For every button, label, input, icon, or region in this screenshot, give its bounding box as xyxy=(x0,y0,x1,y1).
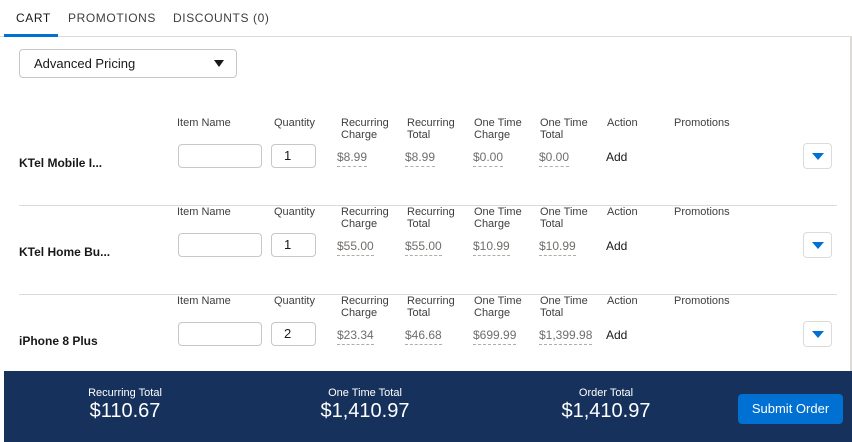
product-name[interactable]: KTel Mobile I... xyxy=(19,156,103,170)
item-name-input[interactable] xyxy=(178,322,262,346)
panel-border xyxy=(850,37,852,371)
quantity-input[interactable]: 1 xyxy=(271,144,316,168)
recurring-total-value[interactable]: $55.00 xyxy=(405,239,442,256)
chevron-down-icon xyxy=(812,242,824,249)
recurring-charge-value[interactable]: $23.34 xyxy=(337,328,374,345)
row-menu-button[interactable] xyxy=(803,232,832,258)
pricing-select[interactable]: Advanced Pricing xyxy=(19,49,237,78)
header-recurring-charge: Recurring Charge xyxy=(341,295,389,319)
recurring-total-value[interactable]: $46.68 xyxy=(405,328,442,345)
quantity-input[interactable]: 2 xyxy=(271,322,316,346)
order-total-amount: $1,410.97 xyxy=(561,400,651,422)
recurring-total-amount: $110.67 xyxy=(89,400,161,422)
header-recurring-charge: Recurring Charge xyxy=(341,117,389,141)
recurring-total-label: Recurring Total xyxy=(88,387,162,399)
item-name-input[interactable] xyxy=(178,144,262,168)
order-total-label: Order Total xyxy=(578,387,634,399)
header-item-name: Item Name xyxy=(177,117,231,129)
row-divider xyxy=(19,205,837,206)
tab-bar: CART PROMOTIONS DISCOUNTS (0) xyxy=(0,0,852,37)
header-action: Action xyxy=(607,206,638,218)
one-time-charge-value[interactable]: $10.99 xyxy=(473,239,510,256)
item-name-input[interactable] xyxy=(178,233,262,257)
header-quantity: Quantity xyxy=(274,295,315,307)
header-one-time-total: One Time Total xyxy=(540,117,588,141)
header-item-name: Item Name xyxy=(177,295,231,307)
row-menu-button[interactable] xyxy=(803,143,832,169)
header-recurring-total: Recurring Total xyxy=(407,206,455,230)
chevron-down-icon xyxy=(812,331,824,338)
header-one-time-charge: One Time Charge xyxy=(474,117,522,141)
cart-row: Item Name Quantity Recurring Charge Recur… xyxy=(0,117,852,206)
row-menu-button[interactable] xyxy=(803,321,832,347)
header-recurring-total: Recurring Total xyxy=(407,117,455,141)
header-item-name: Item Name xyxy=(177,206,231,218)
row-divider xyxy=(19,294,837,295)
header-recurring-total: Recurring Total xyxy=(407,295,455,319)
header-one-time-charge: One Time Charge xyxy=(474,206,522,230)
one-time-total-label: One Time Total xyxy=(328,387,402,399)
header-promotions: Promotions xyxy=(674,117,730,129)
header-action: Action xyxy=(607,295,638,307)
recurring-total-value[interactable]: $8.99 xyxy=(405,150,436,167)
caret-down-icon xyxy=(214,60,224,67)
cart-row: Item Name Quantity Recurring Charge Recur… xyxy=(0,295,852,384)
recurring-charge-value[interactable]: $55.00 xyxy=(337,239,374,256)
header-quantity: Quantity xyxy=(274,206,315,218)
product-name[interactable]: KTel Home Bu... xyxy=(19,245,111,259)
one-time-charge-value[interactable]: $699.99 xyxy=(473,328,517,345)
quantity-input[interactable]: 1 xyxy=(271,233,316,257)
one-time-total-value[interactable]: $0.00 xyxy=(539,150,570,167)
submit-order-button[interactable]: Submit Order xyxy=(738,394,843,424)
tab-discounts[interactable]: DISCOUNTS (0) xyxy=(173,11,270,25)
header-one-time-charge: One Time Charge xyxy=(474,295,522,319)
action-add[interactable]: Add xyxy=(606,150,628,164)
header-recurring-charge: Recurring Charge xyxy=(341,206,389,230)
action-add[interactable]: Add xyxy=(606,239,628,253)
totals-footer: Recurring Total $110.67 One Time Total $… xyxy=(4,371,852,442)
product-name[interactable]: iPhone 8 Plus xyxy=(19,334,98,348)
recurring-charge-value[interactable]: $8.99 xyxy=(337,150,368,167)
header-promotions: Promotions xyxy=(674,295,730,307)
pricing-select-value: Advanced Pricing xyxy=(34,56,136,71)
header-one-time-total: One Time Total xyxy=(540,295,588,319)
header-promotions: Promotions xyxy=(674,206,730,218)
cart-row: Item Name Quantity Recurring Charge Recur… xyxy=(0,206,852,295)
one-time-total-value[interactable]: $10.99 xyxy=(539,239,576,256)
one-time-charge-value[interactable]: $0.00 xyxy=(473,150,504,167)
chevron-down-icon xyxy=(812,153,824,160)
header-one-time-total: One Time Total xyxy=(540,206,588,230)
tab-cart[interactable]: CART xyxy=(4,0,58,37)
tab-promotions[interactable]: PROMOTIONS xyxy=(68,11,157,25)
one-time-total-amount: $1,410.97 xyxy=(320,400,410,422)
action-add[interactable]: Add xyxy=(606,328,628,342)
header-quantity: Quantity xyxy=(274,117,315,129)
header-action: Action xyxy=(607,117,638,129)
one-time-total-value[interactable]: $1,399.98 xyxy=(539,328,593,345)
